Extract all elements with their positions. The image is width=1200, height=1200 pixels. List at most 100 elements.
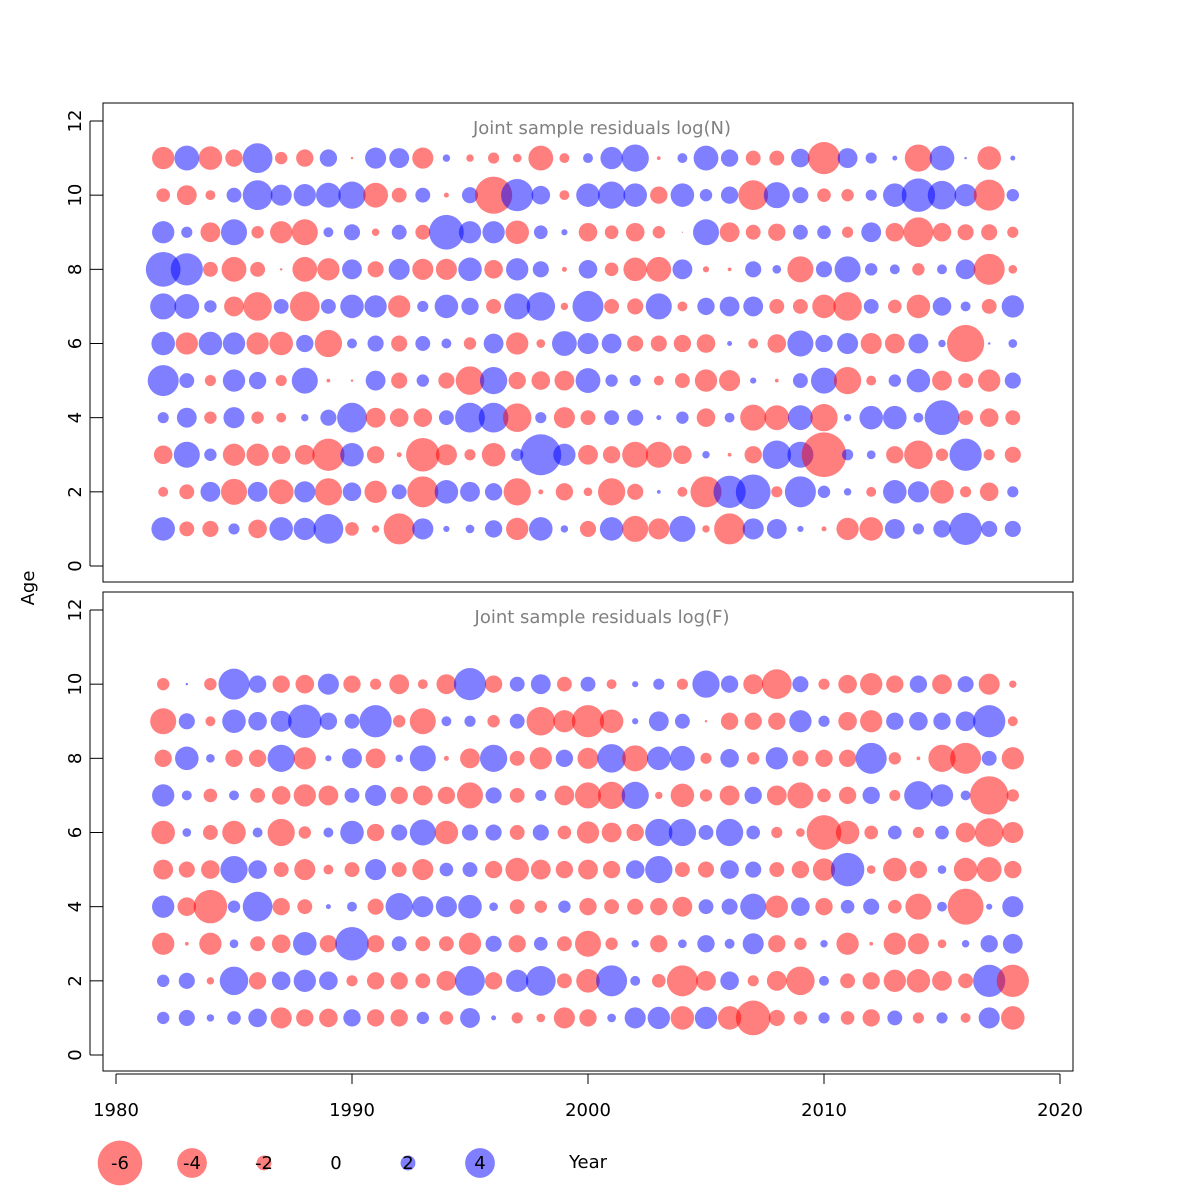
bubble-1999-age-9 [561, 229, 568, 236]
bubble-2000-age-2 [583, 487, 593, 497]
bubble-1987-age-5 [275, 375, 287, 387]
bubble-1988-age-8 [292, 256, 318, 282]
bubble-2015-age-2 [930, 480, 954, 504]
bubble-2007-age-7 [744, 786, 762, 805]
y-tick-label: 12 [65, 599, 86, 622]
bubble-2006-age-6 [727, 341, 733, 346]
bubble-2018-age-3 [1002, 933, 1023, 954]
bubble-2017-age-1 [978, 1007, 1000, 1029]
bubble-2018-age-1 [1004, 520, 1021, 537]
bubble-1982-age-5 [147, 365, 179, 397]
bubble-1993-age-2 [415, 973, 431, 989]
bubble-1992-age-2 [390, 972, 408, 990]
bubble-2012-age-6 [860, 332, 882, 355]
bubble-1997-age-10 [501, 179, 534, 212]
bubble-2006-age-11 [720, 149, 739, 167]
bubble-2011-age-10 [838, 674, 857, 694]
bubble-2015-age-9 [932, 222, 952, 242]
bubble-1985-age-9 [220, 219, 248, 246]
bubble-1986-age-2 [247, 481, 268, 502]
bubble-1983-age-7 [174, 294, 200, 319]
bubble-2001-age-6 [601, 333, 622, 354]
bubble-1985-age-6 [222, 820, 246, 845]
bubble-2003-age-10 [653, 678, 665, 690]
bubble-2001-age-9 [599, 709, 624, 734]
bubble-2014-age-3 [904, 440, 933, 470]
bubble-1993-age-9 [415, 224, 431, 240]
bubble-1994-age-2 [436, 970, 457, 991]
bubble-2009-age-10 [792, 676, 809, 693]
bubble-2003-age-1 [647, 1006, 670, 1030]
bubble-1998-age-4 [535, 412, 547, 424]
bubble-1989-age-6 [323, 827, 334, 838]
bubble-2018-age-1 [1001, 1006, 1025, 1030]
bubble-2011-age-8 [834, 256, 861, 283]
bubble-2003-age-5 [645, 855, 673, 884]
bubble-2012-age-1 [859, 517, 883, 541]
bubble-2002-age-5 [625, 860, 645, 879]
bubble-2001-age-2 [596, 965, 628, 997]
bubble-2015-age-8 [937, 264, 947, 275]
bubble-2000-age-1 [579, 520, 597, 537]
bubble-2012-age-9 [861, 222, 882, 243]
bubble-2001-age-3 [605, 937, 618, 950]
bubble-1983-age-8 [175, 746, 199, 771]
bubble-2003-age-7 [645, 293, 672, 320]
bubble-2011-age-4 [840, 899, 855, 914]
bubble-1983-age-5 [179, 373, 195, 389]
bubble-1991-age-7 [365, 784, 387, 806]
bubble-1982-age-3 [152, 932, 175, 955]
bubble-1982-age-1 [151, 517, 175, 541]
bubble-2009-age-7 [792, 298, 808, 314]
bubble-2015-age-10 [932, 674, 952, 695]
bubble-2000-age-6 [577, 332, 599, 355]
bubble-2014-age-8 [912, 263, 925, 276]
bubble-1999-age-4 [553, 407, 575, 429]
bubble-1994-age-7 [434, 294, 459, 319]
bubble-1989-age-11 [319, 149, 338, 167]
bubble-2001-age-1 [607, 1013, 616, 1023]
bubble-2000-age-10 [576, 183, 600, 207]
bubble-1987-age-7 [273, 298, 289, 314]
legend-bubble [177, 1148, 207, 1178]
bubble-2006-age-5 [719, 370, 741, 392]
bubble-2007-age-7 [743, 296, 764, 317]
bubble-1991-age-9 [371, 228, 380, 236]
bubble-2011-age-3 [836, 932, 859, 955]
bubble-2008-age-6 [771, 826, 783, 839]
bubble-2006-age-1 [717, 1006, 742, 1030]
bubble-1994-age-10 [443, 192, 449, 198]
bubble-2013-age-5 [883, 857, 907, 882]
bubble-1999-age-4 [558, 900, 571, 913]
bubble-1989-age-9 [323, 227, 334, 238]
bubble-2018-age-6 [1002, 821, 1024, 844]
bubble-2002-age-3 [631, 940, 639, 948]
bubble-1993-age-10 [417, 679, 428, 690]
bubble-1986-age-7 [243, 292, 272, 321]
bubble-2009-age-4 [788, 405, 813, 431]
bubble-2007-age-1 [742, 518, 764, 540]
bubble-2013-age-4 [883, 405, 907, 430]
bubble-2006-age-9 [720, 712, 739, 730]
bubble-2010-age-2 [817, 485, 831, 499]
bubble-2007-age-8 [745, 261, 762, 278]
bubble-2001-age-10 [597, 181, 626, 209]
bubble-2004-age-4 [676, 411, 689, 424]
bubble-1987-age-10 [272, 675, 290, 693]
bubble-1997-age-10 [509, 676, 525, 692]
bubble-2000-age-4 [580, 410, 596, 426]
bubble-1987-age-11 [275, 151, 288, 165]
bubble-1982-age-10 [156, 188, 171, 202]
bubble-2008-age-3 [762, 440, 792, 470]
bubble-2009-age-8 [787, 256, 814, 283]
bubble-1987-age-3 [271, 445, 291, 465]
bubble-2005-age-7 [699, 789, 713, 802]
bubble-1987-age-2 [268, 479, 294, 505]
bubble-1999-age-3 [553, 443, 576, 466]
bubble-2007-age-10 [738, 180, 769, 211]
bubble-2009-age-10 [792, 187, 809, 204]
bubble-2008-age-4 [764, 405, 790, 431]
bubble-2005-age-2 [690, 476, 722, 508]
bubble-1997-age-9 [509, 713, 525, 729]
bubble-2017-age-4 [986, 903, 993, 910]
